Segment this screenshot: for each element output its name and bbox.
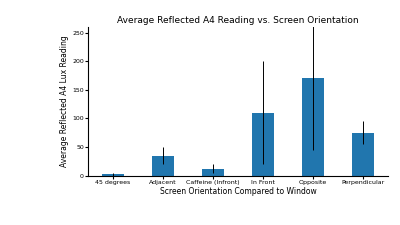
Bar <box>302 78 324 176</box>
Title: Average Reflected A4 Reading vs. Screen Orientation: Average Reflected A4 Reading vs. Screen … <box>117 16 359 25</box>
Bar <box>102 174 124 176</box>
Y-axis label: Average Reflected A4 Lux Reading: Average Reflected A4 Lux Reading <box>60 35 69 167</box>
Bar <box>152 155 174 176</box>
X-axis label: Screen Orientation Compared to Window: Screen Orientation Compared to Window <box>160 187 316 196</box>
Bar <box>252 113 274 176</box>
Bar <box>202 169 224 176</box>
Bar <box>352 133 374 176</box>
